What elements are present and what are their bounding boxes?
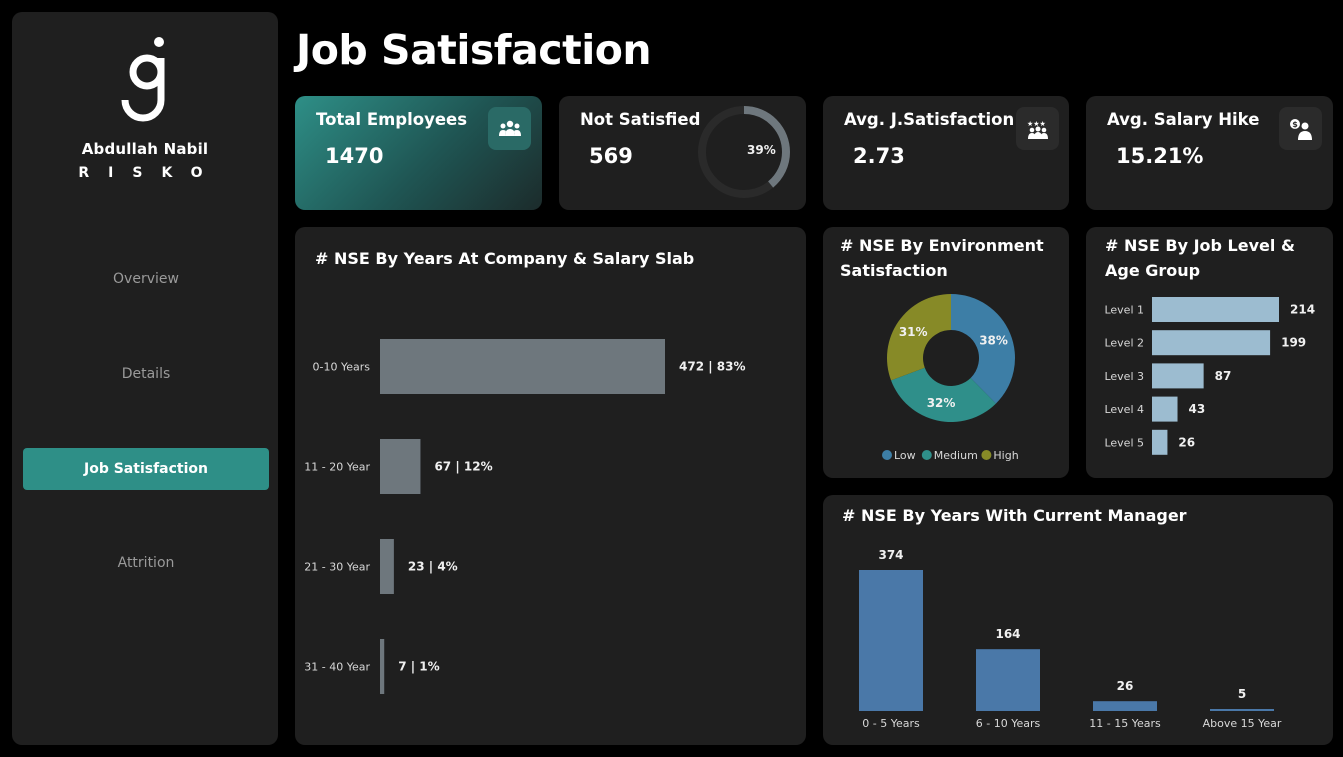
- slice-label: 38%: [979, 334, 1008, 348]
- kpi-total-employees: Total Employees 1470: [295, 96, 542, 210]
- svg-text:★★★: ★★★: [1027, 120, 1046, 128]
- category-label: 11 - 15 Years: [1089, 717, 1161, 730]
- category-label: 6 - 10 Years: [976, 717, 1041, 730]
- bar: [1152, 330, 1271, 356]
- donut-slice: [887, 294, 951, 381]
- star-team-icon: ★★★: [1016, 107, 1059, 150]
- category-label: Level 3: [1104, 370, 1144, 383]
- data-label: 164: [995, 627, 1020, 641]
- nav-job-satisfaction[interactable]: Job Satisfaction: [23, 448, 269, 490]
- sidebar: Abdullah Nabil RISKO Overview Details Jo…: [12, 12, 278, 745]
- brand-subtitle: RISKO: [78, 165, 222, 181]
- chart-environment-satisfaction: # NSE By Environment Satisfaction 38% 32%…: [823, 227, 1069, 478]
- data-label: 26: [1117, 679, 1134, 693]
- current-manager-bars: 374 0 - 5 Years 164 6 - 10 Years 26 11 - 15 Y…: [859, 548, 1282, 730]
- chart-years-at-company: # NSE By Years At Company & Salary Slab …: [295, 227, 806, 745]
- category-label: 0-10 Years: [313, 361, 371, 374]
- bar: [1152, 396, 1178, 422]
- kpi-title: Avg. Salary Hike: [1107, 110, 1260, 129]
- chart-title: # NSE By Years With Current Manager: [842, 506, 1187, 525]
- kpi-title: Total Employees: [316, 110, 468, 129]
- data-label: 7 | 1%: [398, 660, 439, 674]
- data-label: 374: [878, 548, 903, 562]
- job-level-bars: Level 1 214 Level 2 199 Level 3 87 Level 4 43 Le…: [1104, 297, 1315, 455]
- bar: [380, 639, 385, 694]
- bar: [1152, 429, 1168, 455]
- people-group-icon: [488, 107, 531, 150]
- category-label: Level 5: [1104, 436, 1144, 449]
- kpi-not-satisfied: Not Satisfied 569 39%: [559, 96, 806, 210]
- bar: [976, 649, 1040, 711]
- legend-label: High: [993, 449, 1018, 462]
- bar: [1093, 701, 1157, 711]
- chart-title: # NSE By Job Level & Age Group: [1105, 236, 1295, 280]
- bar: [1152, 297, 1279, 322]
- salary-person-icon: $: [1279, 107, 1322, 150]
- slice-label: 31%: [899, 325, 928, 339]
- data-label: 23 | 4%: [408, 560, 458, 574]
- data-label: 5: [1238, 687, 1246, 701]
- legend-swatch: [921, 450, 932, 460]
- category-label: Level 4: [1104, 403, 1144, 416]
- bar: [380, 439, 421, 494]
- legend-label: Medium: [934, 449, 978, 462]
- kpi-avg-salary-hike: Avg. Salary Hike 15.21% $: [1086, 96, 1333, 210]
- category-label: 11 - 20 Year: [304, 461, 370, 474]
- environment-donut: 38% 32% 31% Low Medium High: [882, 294, 1019, 462]
- chart-job-level: # NSE By Job Level & Age Group Level 1 21…: [1086, 227, 1333, 478]
- brand-name: Abdullah Nabil: [81, 140, 209, 158]
- donut-slice: [951, 294, 1015, 404]
- page-title: Job Satisfaction: [296, 26, 652, 74]
- kpi-value: 15.21%: [1116, 144, 1204, 168]
- legend-label: Low: [894, 449, 916, 462]
- kpi-value: 2.73: [853, 144, 905, 168]
- bar: [1152, 363, 1204, 389]
- svg-text:$: $: [1292, 120, 1298, 129]
- slice-label: 32%: [927, 396, 956, 410]
- nav-overview[interactable]: Overview: [113, 271, 179, 287]
- category-label: 0 - 5 Years: [862, 717, 920, 730]
- data-label: 26: [1178, 435, 1195, 449]
- chart-title: # NSE By Environment Satisfaction: [840, 236, 1044, 280]
- donut-slice: [891, 367, 996, 422]
- kpi-value: 569: [589, 144, 633, 168]
- category-label: 31 - 40 Year: [304, 661, 370, 674]
- data-label: 67 | 12%: [434, 460, 492, 474]
- category-label: Above 15 Year: [1203, 717, 1282, 730]
- category-label: 21 - 30 Year: [304, 561, 370, 574]
- brand-logo-icon: [121, 37, 165, 122]
- kpi-avg-satisfaction: Avg. J.Satisfaction 2.73 ★★★: [823, 96, 1069, 210]
- nav-details[interactable]: Details: [121, 366, 171, 382]
- data-label: 87: [1215, 369, 1232, 383]
- kpi-title: Avg. J.Satisfaction: [844, 110, 1015, 129]
- legend-swatch: [981, 450, 992, 460]
- progress-arc: 39%: [698, 106, 790, 198]
- kpi-value: 1470: [325, 144, 384, 168]
- nav-attrition[interactable]: Attrition: [117, 555, 175, 571]
- bar: [380, 539, 394, 594]
- data-label: 199: [1281, 336, 1306, 350]
- category-label: Level 2: [1104, 337, 1144, 350]
- bar: [859, 570, 923, 711]
- chart-title: # NSE By Years At Company & Salary Slab: [315, 249, 695, 268]
- chart-current-manager: # NSE By Years With Current Manager 374 0…: [823, 495, 1333, 745]
- category-label: Level 1: [1104, 304, 1144, 317]
- years-company-bars: 0-10 Years 472 | 83% 11 - 20 Year 67 | 12% 2…: [304, 339, 746, 694]
- data-label: 43: [1189, 402, 1206, 416]
- kpi-title: Not Satisfied: [580, 110, 701, 129]
- bar: [1210, 709, 1274, 711]
- legend-swatch: [882, 450, 892, 460]
- data-label: 472 | 83%: [679, 360, 746, 374]
- progress-label: 39%: [747, 143, 776, 157]
- bar: [380, 339, 665, 394]
- data-label: 214: [1290, 303, 1315, 317]
